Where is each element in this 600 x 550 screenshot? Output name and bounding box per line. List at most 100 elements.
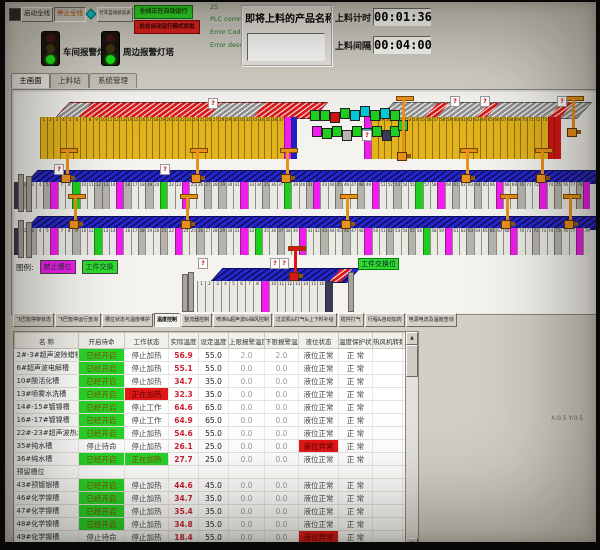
crane-auto-status-button[interactable]: 行车自动状态表 (97, 7, 133, 22)
table-cell: 16#-17#镀镍槽 (14, 413, 79, 427)
cell-number: 55 (409, 228, 415, 233)
table-cell: 48#化学镍槽 (14, 517, 79, 531)
cell-number: 70 (519, 182, 525, 187)
conveyor-cell: 40 (298, 182, 306, 209)
cell-number: 14 (302, 281, 309, 286)
table-cell: 65.0 (198, 413, 229, 427)
subtab-item[interactable]: 喷淋&超声波&抽风控制 (213, 313, 272, 327)
conveyor-cell: 16 (317, 281, 325, 312)
conveyor-cell: 54 (411, 117, 419, 159)
conveyor-cell: 72 (532, 182, 540, 209)
cell-number: 59 (438, 228, 444, 233)
conveyor-cell: 11 (277, 281, 285, 312)
table-scrollbar[interactable]: ▲ ▼ (405, 331, 419, 542)
table-cell: 正 常 (338, 387, 373, 401)
subtab-item[interactable]: 温度控制 (154, 313, 181, 327)
table-cell: 0.0 (264, 439, 299, 453)
station-block (350, 110, 360, 121)
conveyor-cell (261, 281, 269, 312)
conveyor-cell (444, 228, 452, 255)
table-row[interactable]: 2#-3#超声波除蜡槽 已经开启 停止加热 56.9 55.0 2.0 2.0 液位正常正 常… (14, 348, 406, 362)
question-tag: ? (160, 164, 170, 175)
crane-beam (566, 96, 584, 101)
cell-number: 61 (460, 117, 466, 122)
cell-number: 71 (526, 228, 532, 233)
table-cell: 46#化学镍槽 (14, 491, 79, 505)
crane-hook (201, 176, 205, 180)
cell-number: 41 (307, 228, 313, 233)
station-block (372, 126, 382, 137)
table-cell: 35.0 (198, 491, 229, 505)
subtab-item[interactable]: 槽位状态与温度维护 (102, 313, 154, 327)
subtab-item[interactable]: 搅拌打气 (337, 313, 364, 327)
table-header-cell: 温度保护状态 (338, 332, 373, 349)
table-row[interactable]: 预留槽位 (14, 465, 406, 479)
conveyor-cell (159, 182, 168, 209)
conveyor-cell: 53 (393, 228, 401, 255)
subtab-item[interactable]: 行程&自动加药 (364, 313, 405, 327)
conveyor-cell: 25 (189, 228, 197, 255)
cell-number: 29 (219, 182, 225, 187)
table-cell: 25.0 (198, 439, 229, 453)
conveyor-cell: 23 (185, 117, 192, 159)
crane-post (541, 151, 544, 182)
table-cell: 停止待命 (78, 530, 125, 542)
cell-number: 49 (365, 182, 371, 187)
subtab-item[interactable]: 电源电流及温度查询 (405, 313, 457, 327)
crane-hoist (61, 174, 71, 183)
conveyor-cell: 44 (327, 182, 336, 209)
cell-number: 11 (88, 182, 94, 187)
cell-number: 69 (514, 117, 520, 122)
cell-number: 17 (132, 228, 138, 233)
cell-number: 72 (533, 182, 539, 187)
table-cell: 14#-15#镀镍槽 (14, 400, 79, 414)
conveyor-cell: 68 (502, 228, 511, 255)
tab-2[interactable]: 上料站 (50, 73, 89, 88)
tab-1[interactable]: 主画面 (11, 73, 50, 88)
scrollbar-up-icon[interactable]: ▲ (406, 332, 418, 345)
cell-number: 57 (424, 182, 430, 187)
table-cell: 0.0 (264, 504, 299, 518)
conveyor-cell: 8 (253, 281, 261, 312)
conveyor-cell (240, 182, 248, 209)
cell-number: 22 (168, 182, 174, 187)
start-line-button[interactable]: 启动全线 (21, 7, 53, 22)
subtab-item[interactable]: 飞巴暂停运行查询 (55, 313, 102, 327)
subtab-item[interactable]: 飞巴暂停架状态 (13, 313, 55, 327)
stop-line-button[interactable]: 停止全线 (54, 7, 86, 22)
cell-number: 31 (234, 228, 240, 233)
table-cell: 停止工作 (124, 400, 169, 414)
table-cell: 32.3 (168, 387, 199, 401)
table-cell: 液位正常 (298, 374, 339, 388)
cell-number: 61 (453, 228, 459, 233)
table-cell (372, 478, 403, 492)
conveyor-cell: 66 (488, 182, 496, 209)
tab-3[interactable]: 系统管理 (89, 73, 137, 88)
product-name-input[interactable] (247, 33, 325, 61)
subtab-item[interactable]: 过滤机&打气&上下料补给 (272, 313, 337, 327)
table-cell: 0.0 (228, 387, 265, 401)
table-cell: 55.0 (198, 361, 229, 375)
scrollbar-thumb[interactable] (406, 345, 418, 377)
table-row[interactable]: 22#-23#超声波热水洗槽已经开启停止加热54.655.00.00.0液位正常… (14, 426, 406, 440)
table-cell: 正 常 (338, 504, 373, 518)
scrollbar-down-icon[interactable]: ▼ (406, 538, 418, 542)
table-cell: 停止加热 (124, 348, 169, 362)
cell-number: 8 (256, 281, 259, 286)
cell-number: 41 (307, 182, 313, 187)
table-cell: 35.4 (168, 504, 199, 518)
subtab-item[interactable]: 整流器控制 (181, 313, 213, 327)
station-block (342, 130, 352, 141)
